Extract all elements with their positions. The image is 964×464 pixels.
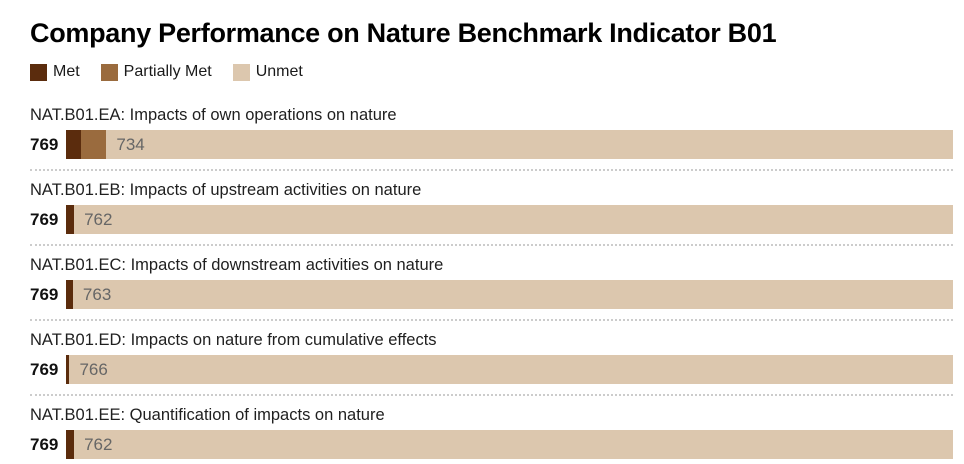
unmet-value: 763 xyxy=(82,284,112,304)
legend: Met Partially Met Unmet xyxy=(30,63,953,81)
chart-title: Company Performance on Nature Benchmark … xyxy=(30,18,777,48)
stacked-bar: 762 xyxy=(66,430,953,459)
legend-label-unmet: Unmet xyxy=(255,63,303,80)
met-swatch-icon xyxy=(30,63,47,81)
bar-segment-partially-met xyxy=(80,130,107,159)
stacked-bar: 763 xyxy=(66,280,953,309)
bar-segment-met xyxy=(66,280,73,309)
stacked-bar: 762 xyxy=(66,205,953,234)
bar-segment-unmet: 763 xyxy=(72,280,953,309)
bar-line: 769 763 xyxy=(30,280,953,309)
bar-segment-unmet: 762 xyxy=(74,430,953,459)
indicator-label: NAT.B01.EC: Impacts of downstream activi… xyxy=(30,256,444,274)
unmet-value: 762 xyxy=(84,434,113,454)
legend-label-partially-met: Partially Met xyxy=(123,63,212,80)
bar-segment-met xyxy=(66,430,75,459)
total-assessed-value: 769 xyxy=(30,359,59,379)
indicator-row: NAT.B01.EA: Impacts of own operations on… xyxy=(30,104,953,171)
row-separator xyxy=(30,394,953,396)
unmet-value: 734 xyxy=(116,134,145,154)
legend-item-unmet: Unmet xyxy=(232,63,303,81)
bar-line: 769 766 xyxy=(30,355,953,384)
stacked-bar: 734 xyxy=(66,130,953,159)
unmet-value: 766 xyxy=(79,359,108,379)
indicator-row: NAT.B01.EE: Quantification of impacts on… xyxy=(30,404,953,459)
indicator-row: NAT.B01.ED: Impacts on nature from cumul… xyxy=(30,329,953,396)
legend-label-met: Met xyxy=(53,63,80,80)
bar-line: 769 734 xyxy=(30,130,953,159)
indicator-label: NAT.B01.EA: Impacts of own operations on… xyxy=(30,106,397,124)
bar-segment-unmet: 766 xyxy=(69,355,953,384)
legend-item-partially-met: Partially Met xyxy=(100,63,212,81)
indicator-label: NAT.B01.ED: Impacts on nature from cumul… xyxy=(30,331,437,349)
bar-line: 769 762 xyxy=(30,205,953,234)
total-assessed-value: 769 xyxy=(30,209,59,229)
indicator-row: NAT.B01.EC: Impacts of downstream activi… xyxy=(30,254,953,321)
total-assessed-value: 769 xyxy=(30,134,59,154)
bar-segment-met xyxy=(66,130,81,159)
indicator-label: NAT.B01.EB: Impacts of upstream activiti… xyxy=(30,181,422,199)
row-separator xyxy=(30,169,953,171)
total-assessed-value: 769 xyxy=(30,284,59,304)
row-separator xyxy=(30,319,953,321)
legend-item-met: Met xyxy=(30,63,80,81)
bar-segment-unmet: 762 xyxy=(74,205,953,234)
row-separator xyxy=(30,244,953,246)
bar-line: 769 762 xyxy=(30,430,953,459)
indicator-row: NAT.B01.EB: Impacts of upstream activiti… xyxy=(30,179,953,246)
unmet-value: 762 xyxy=(84,209,113,229)
partially-met-swatch-icon xyxy=(100,63,118,81)
indicator-label: NAT.B01.EE: Quantification of impacts on… xyxy=(30,406,385,424)
unmet-swatch-icon xyxy=(232,63,250,81)
stacked-bar: 766 xyxy=(66,355,953,384)
bar-segment-unmet: 734 xyxy=(106,130,953,159)
bar-rows: NAT.B01.EA: Impacts of own operations on… xyxy=(30,104,953,459)
bar-segment-met xyxy=(66,355,70,384)
total-assessed-value: 769 xyxy=(30,434,59,454)
bar-segment-met xyxy=(66,205,75,234)
